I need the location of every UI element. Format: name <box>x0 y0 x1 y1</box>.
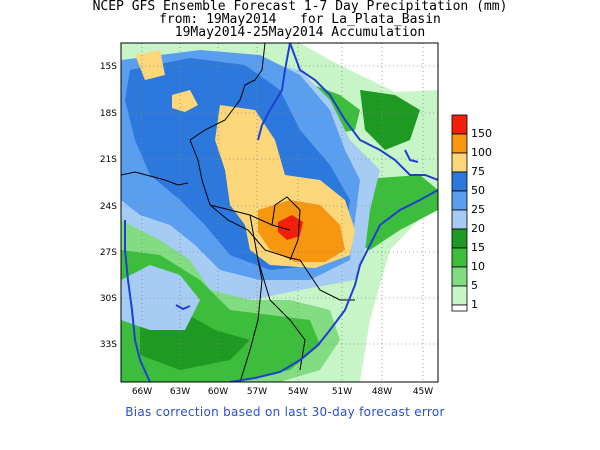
lat-tick: 15S <box>100 62 117 72</box>
graticule <box>121 43 438 382</box>
lon-tick: 48W <box>372 387 392 397</box>
legend-swatch-50 <box>451 171 468 192</box>
legend-swatch-100 <box>451 133 468 154</box>
legend-swatch-20 <box>451 209 468 230</box>
legend-label: 75 <box>471 165 485 178</box>
lon-tick: 45W <box>413 387 433 397</box>
title-line-1: NCEP GFS Ensemble Forecast 1-7 Day Preci… <box>92 0 508 14</box>
legend-label: 100 <box>471 146 492 159</box>
lat-tick: 18S <box>100 109 117 119</box>
legend-swatch-10 <box>451 247 468 268</box>
legend-label: 50 <box>471 184 485 197</box>
legend-label: 150 <box>471 127 492 140</box>
legend-swatch-5 <box>451 266 468 287</box>
latitude-axis: 15S 18S 21S 24S 27S 30S 33S <box>100 62 117 350</box>
legend-swatch-75 <box>451 152 468 173</box>
precipitation-field <box>121 43 438 382</box>
title-line-3: 19May2014-25May2014 Accumulation <box>174 25 426 40</box>
title-line-2: from: 19May2014 for La_Plata_Basin <box>159 12 441 27</box>
lon-tick: 54W <box>288 387 308 397</box>
lat-tick: 27S <box>100 248 117 258</box>
legend-swatch-below-1 <box>451 304 468 312</box>
lat-tick: 33S <box>100 340 117 350</box>
lat-tick: 24S <box>100 202 117 212</box>
longitude-axis: 66W 63W 60W 57W 54W 51W 48W 45W <box>132 387 433 397</box>
legend-label: 25 <box>471 203 485 216</box>
legend-label: 20 <box>471 222 485 235</box>
lon-tick: 51W <box>332 387 352 397</box>
lat-tick: 21S <box>100 155 117 165</box>
legend-swatch-25 <box>451 190 468 211</box>
lon-tick: 57W <box>247 387 267 397</box>
country-borders <box>121 43 355 382</box>
legend-label: 15 <box>471 241 485 254</box>
bias-correction-note: Bias correction based on last 30-day for… <box>125 405 445 419</box>
legend-label: 5 <box>471 279 478 292</box>
legend-swatch-15 <box>451 228 468 249</box>
coastline <box>124 43 438 382</box>
color-legend: 150 100 75 50 25 20 15 10 5 1 <box>451 114 492 312</box>
lon-tick: 66W <box>132 387 152 397</box>
legend-label: 1 <box>471 298 478 311</box>
legend-swatch-150 <box>451 114 468 135</box>
lon-tick: 60W <box>208 387 228 397</box>
lat-tick: 30S <box>100 294 117 304</box>
legend-swatch-1 <box>451 285 468 306</box>
legend-label: 10 <box>471 260 485 273</box>
lon-tick: 63W <box>170 387 190 397</box>
map-frame <box>120 42 439 383</box>
